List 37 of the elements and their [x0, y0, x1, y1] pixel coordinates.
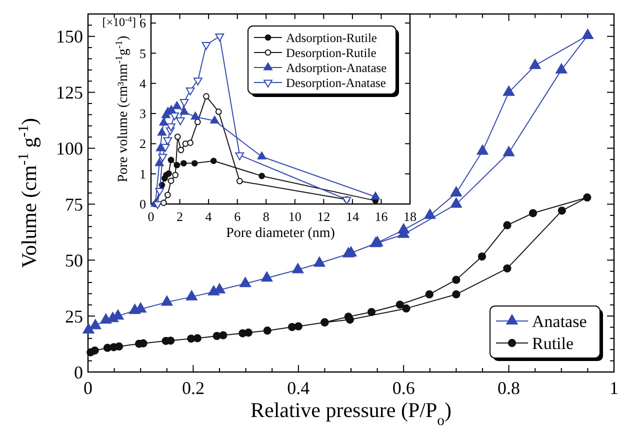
x-tick-label: 18 — [404, 209, 416, 224]
y-tick-label: 3 — [140, 106, 146, 122]
x-tick-label: 6 — [234, 209, 242, 224]
y-tick-label: 100 — [56, 138, 83, 159]
x-tick-label: 2 — [176, 209, 184, 224]
x-axis-title: Relative pressure (P/P$_{o}$) — [250, 398, 452, 429]
legend-label: Adsorption-Rutile — [286, 30, 378, 45]
legend-label: Desorption-Anatase — [286, 76, 386, 90]
legend-label: Adsorption-Anatase — [286, 60, 388, 75]
annotation: [×10$^{-4}$] — [102, 14, 136, 29]
y-tick-label: 125 — [56, 82, 83, 103]
y-tick-label: 4 — [140, 76, 146, 91]
x-tick-label: 16 — [374, 209, 388, 224]
x-tick-label: 0.2 — [182, 378, 204, 398]
x-tick-label: 0.4 — [287, 378, 310, 398]
x-tick-label: 8 — [262, 209, 270, 224]
y-tick-label: 25 — [65, 306, 83, 326]
x-tick-label: 4 — [205, 209, 212, 224]
legend-label: Anatase — [532, 312, 587, 331]
x-tick-label: 0.6 — [392, 378, 415, 398]
y-tick-label: 0 — [140, 196, 146, 212]
legend-label: Desorption-Rutile — [286, 46, 377, 60]
y-tick-label: 1 — [140, 166, 146, 182]
x-tick-label: 0.8 — [498, 378, 520, 398]
legend-label: Rutile — [532, 334, 574, 353]
x-axis-title: Pore diameter (nm) — [226, 226, 336, 241]
x-tick-label: 1 — [610, 378, 618, 398]
y-tick-label: 75 — [65, 194, 83, 214]
y-tick-label: 6 — [140, 16, 146, 31]
x-tick-label: 12 — [317, 209, 330, 224]
y-tick-label: 50 — [65, 250, 83, 270]
y-tick-label: 150 — [56, 26, 83, 47]
x-tick-label: 14 — [346, 209, 360, 224]
x-tick-label: 10 — [288, 209, 302, 224]
y-tick-label: 0 — [74, 362, 83, 382]
y-tick-label: 5 — [140, 46, 146, 61]
y-tick-label: 2 — [140, 136, 146, 152]
